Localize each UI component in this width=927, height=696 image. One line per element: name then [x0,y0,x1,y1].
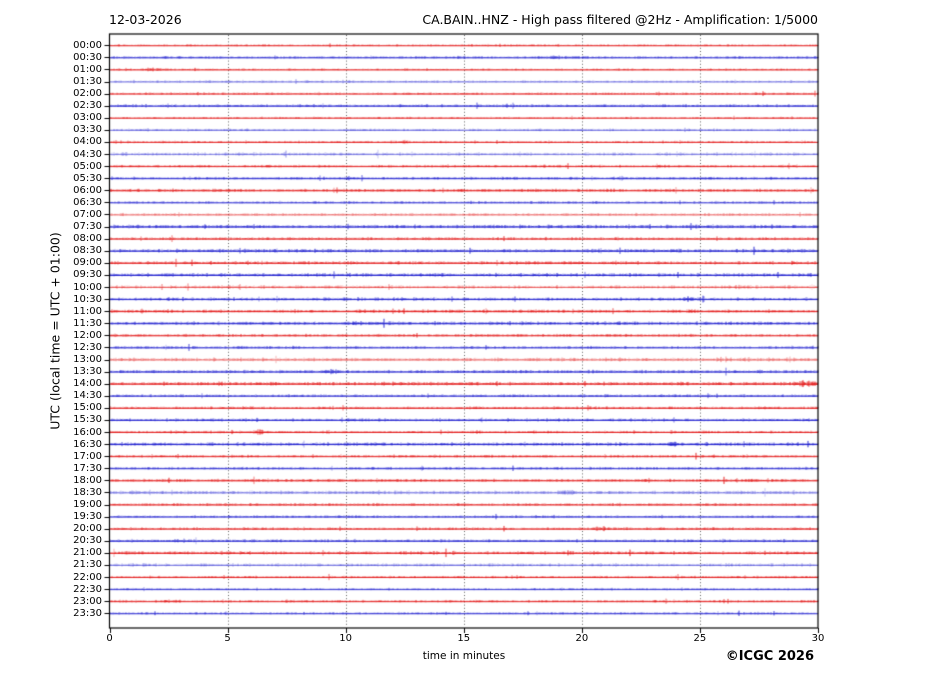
x-axis-label: time in minutes [422,650,506,662]
y-tick-label: 03:30 [73,124,102,136]
y-tick-label: 19:30 [73,511,102,523]
y-tick-label: 10:00 [73,281,102,293]
y-tick-label: 05:30 [73,172,102,184]
x-tick-label: 30 [811,633,825,644]
y-tick-label: 01:00 [73,63,102,75]
y-tick-label: 11:30 [73,317,102,329]
y-tick-label: 13:30 [73,366,102,378]
copyright-label: ©ICGC 2026 [725,649,814,664]
y-tick-label: 07:30 [73,221,102,233]
y-tick-label: 17:30 [73,462,102,474]
y-tick-label: 16:30 [73,438,102,450]
y-tick-label: 10:30 [73,293,102,305]
y-tick-label: 06:00 [73,184,102,196]
y-tick-label: 12:30 [73,341,102,353]
y-tick-label: 04:00 [73,136,102,148]
x-tick-label: 10 [339,633,353,644]
y-tick-label: 23:30 [73,607,102,619]
y-tick-label: 18:00 [73,474,102,486]
y-tick-label: 08:30 [73,245,102,257]
y-tick-label: 16:00 [73,426,102,438]
y-tick-label: 15:30 [73,414,102,426]
x-tick-label: 20 [575,633,589,644]
y-tick-label: 03:00 [73,112,102,124]
y-tick-label: 20:30 [73,535,102,547]
x-tick-label: 25 [693,633,707,644]
y-tick-label: 17:00 [73,450,102,462]
y-tick-label: 02:00 [73,88,102,100]
y-tick-label: 05:00 [73,160,102,172]
y-tick-label: 21:30 [73,559,102,571]
y-tick-label: 07:00 [73,208,102,220]
y-tick-label: 12:00 [73,329,102,341]
y-tick-label: 01:30 [73,76,102,88]
y-tick-label: 09:00 [73,257,102,269]
y-tick-label: 06:30 [73,196,102,208]
x-tick-label: 15 [457,633,471,644]
y-tick-label: 22:00 [73,571,102,583]
y-tick-label: 11:00 [73,305,102,317]
y-tick-label: 21:00 [73,547,102,559]
x-tick-label: 0 [106,633,113,644]
y-tick-label: 22:30 [73,583,102,595]
y-tick-label: 19:00 [73,499,102,511]
y-tick-label: 20:00 [73,523,102,535]
y-tick-label: 15:00 [73,402,102,414]
y-tick-label: 14:00 [73,378,102,390]
y-tick-label: 00:00 [73,39,102,51]
y-tick-label: 23:00 [73,595,102,607]
y-tick-label: 00:30 [73,51,102,63]
y-tick-label: 13:00 [73,354,102,365]
figure-date: 12-03-2026 [109,12,182,27]
y-tick-label: 14:30 [73,390,102,402]
y-tick-label: 04:30 [73,148,102,160]
y-tick-label: 02:30 [73,100,102,112]
x-tick-label: 5 [224,633,231,644]
figure-title: CA.BAIN..HNZ - High pass filtered @2Hz -… [422,12,818,27]
y-tick-label: 09:30 [73,269,102,281]
y-tick-label: 18:30 [73,486,102,498]
y-tick-label: 08:00 [73,233,102,245]
